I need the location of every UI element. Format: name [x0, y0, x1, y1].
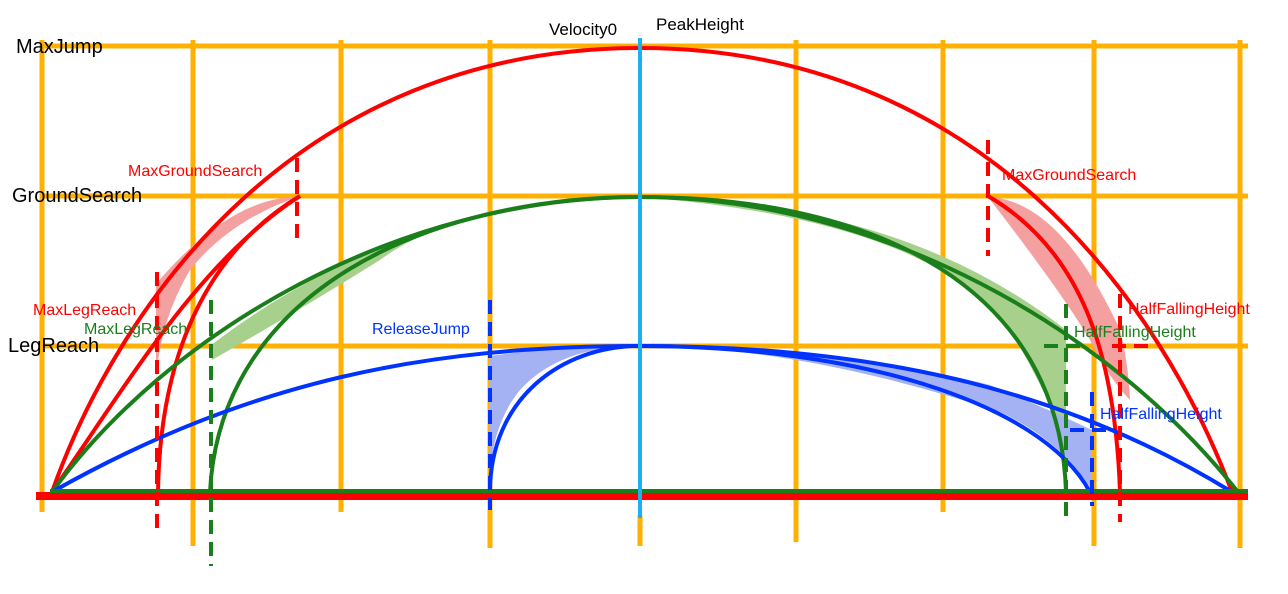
level-label-legreach: LegReach	[8, 335, 99, 357]
red-max-ground-search-right-label: MaxGroundSearch	[1002, 167, 1136, 184]
level-label-groundsearch: GroundSearch	[12, 185, 142, 207]
red-fill-right	[988, 197, 1130, 400]
green-half-falling-height-label: HalfFallingHeight	[1074, 324, 1196, 341]
peak-height-label: PeakHeight	[656, 15, 744, 34]
blue-release-jump-label: ReleaseJump	[372, 321, 470, 338]
green-steep-curve-right	[639, 195, 1068, 493]
blue-half-falling-height-label: HalfFallingHeight	[1100, 406, 1222, 423]
markers	[155, 140, 1152, 566]
velocity0-label: Velocity0	[549, 20, 617, 39]
level-label-maxjump: MaxJump	[16, 36, 103, 58]
blue-steep-curve-right	[639, 344, 1092, 493]
blue-fill-left	[490, 346, 640, 470]
red-steep-curve-right	[986, 194, 1122, 493]
red-max-ground-search-left-label: MaxGroundSearch	[128, 163, 262, 180]
red-half-falling-height-label: HalfFallingHeight	[1128, 301, 1250, 318]
green-max-leg-reach-label: MaxLegReach	[84, 321, 187, 338]
red-fill-left	[156, 197, 298, 380]
blue-steep-curve-left	[488, 344, 641, 493]
filled-regions	[156, 197, 1130, 490]
red-max-leg-reach-label: MaxLegReach	[33, 302, 136, 319]
